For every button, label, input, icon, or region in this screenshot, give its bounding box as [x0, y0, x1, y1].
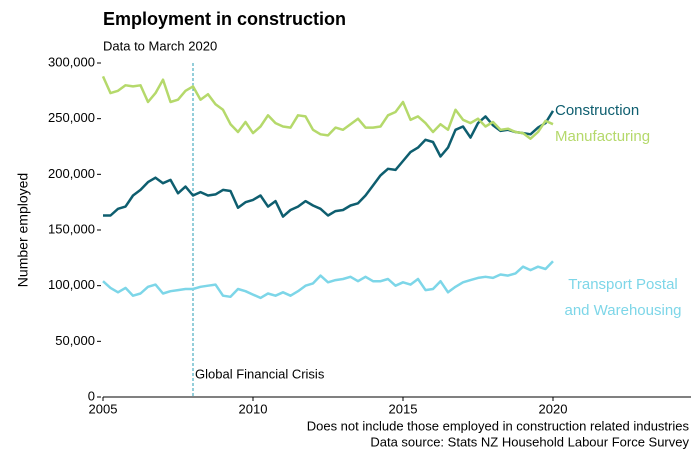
- y-tick-label: 0: [88, 388, 95, 403]
- series-label: Construction: [555, 101, 640, 119]
- y-tick-label: 100,000: [48, 277, 95, 292]
- y-tick-label: 150,000: [48, 221, 95, 236]
- x-tick-label: 2005: [89, 401, 118, 416]
- series-line: [103, 110, 555, 218]
- series-line: [102, 260, 554, 300]
- x-tick-label: 2015: [389, 401, 418, 416]
- y-tick-label: 250,000: [48, 110, 95, 125]
- x-tick-label: 2020: [539, 401, 568, 416]
- y-tick-label: 200,000: [48, 166, 95, 181]
- y-tick-label: 50,000: [55, 333, 95, 348]
- footnote: Does not include those employed in const…: [307, 418, 690, 433]
- series-label: Manufacturing: [555, 128, 651, 146]
- y-axis-label: Number employed: [15, 173, 31, 287]
- annotation-label: Global Financial Crisis: [195, 366, 325, 381]
- x-tick-label: 2010: [239, 401, 268, 416]
- y-tick-label: 300,000: [48, 54, 95, 69]
- footnote: Data source: Stats NZ Household Labour F…: [370, 434, 689, 449]
- chart-title: Employment in construction: [103, 9, 346, 29]
- series-line: [101, 75, 554, 140]
- chart-subtitle: Data to March 2020: [103, 38, 217, 53]
- series-label: Transport Postal and Warehousing: [564, 276, 682, 320]
